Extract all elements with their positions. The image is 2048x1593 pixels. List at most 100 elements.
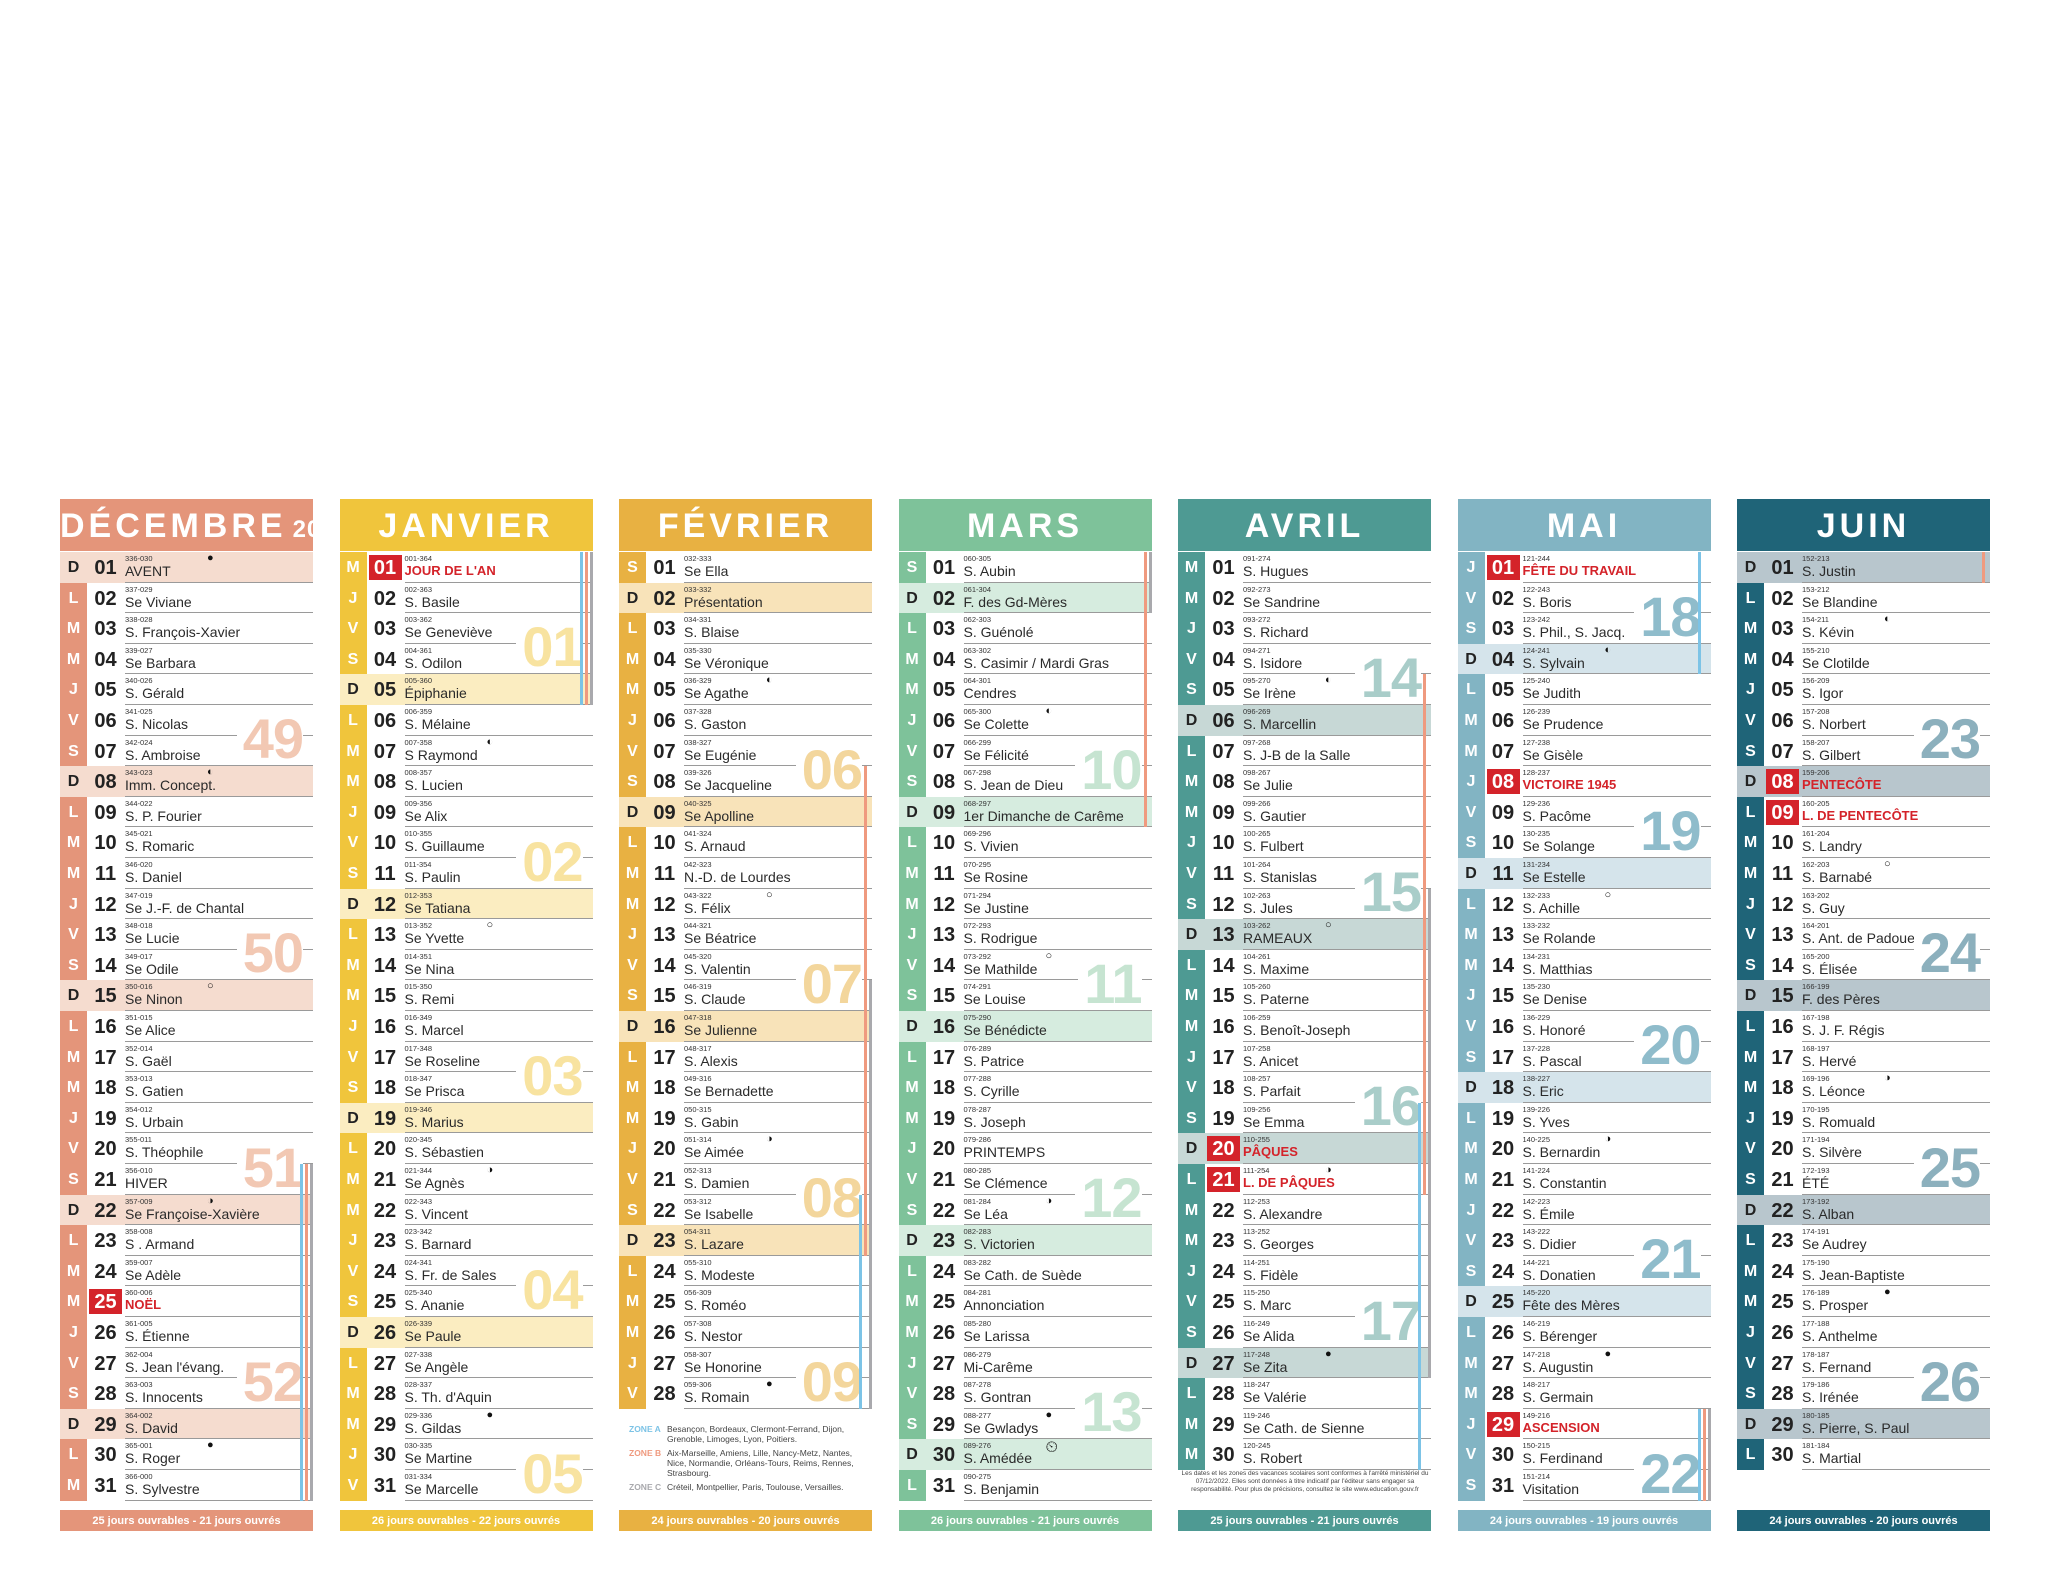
school-holiday-stripe-zone-b xyxy=(1982,552,1985,583)
day-of-year-code: 342-024 xyxy=(125,737,153,747)
day-text: 136-229 S. Honoré xyxy=(1522,1011,1711,1042)
day-of-year-code: 358-008 xyxy=(125,1227,153,1237)
day-text: 169-196 S. Léonce ◑ xyxy=(1802,1072,1990,1103)
day-number: 08 xyxy=(932,771,956,794)
day-row: M 23 113-252 S. Georges xyxy=(1178,1225,1431,1256)
month-footer: 24 jours ouvrables - 19 jours ouvrés xyxy=(1457,1510,1711,1531)
day-row: L 02 153-212 Se Blandine xyxy=(1737,582,1990,614)
day-letter: J xyxy=(898,1347,926,1379)
day-number: 14 xyxy=(653,954,676,977)
saint-name: S. Lucien xyxy=(404,777,463,794)
day-number: 29 xyxy=(1212,1413,1235,1436)
full-moon-icon: ○ xyxy=(1325,919,1332,932)
day-letter: M xyxy=(1737,1255,1764,1287)
day-number: 31 xyxy=(1491,1475,1515,1497)
day-of-year-code: 083-282 xyxy=(963,1257,992,1267)
saint-name: S. Marc xyxy=(1243,1297,1292,1314)
day-letter: J xyxy=(898,919,926,950)
week-number: 22 xyxy=(1634,1445,1702,1501)
day-number: 06 xyxy=(94,710,117,732)
day-row: V 07 066-299 Se Félicité xyxy=(898,735,1152,767)
saint-name: Se Rosine xyxy=(963,869,1029,885)
day-letter: J xyxy=(339,582,367,614)
week-number: 01 xyxy=(516,619,584,675)
day-number: 11 xyxy=(933,863,955,885)
day-row: M 26 085-280 Se Larissa xyxy=(898,1317,1152,1348)
saint-name: S. Émile xyxy=(1522,1205,1575,1222)
day-letter: S xyxy=(619,980,646,1011)
day-number: 06 xyxy=(932,710,956,732)
day-row: L 31 090-275 S. Benjamin xyxy=(898,1470,1152,1501)
day-row: S 10 130-235 Se Solange xyxy=(1457,827,1711,858)
day-text: 098-267 Se Julie xyxy=(1243,766,1431,797)
day-number: 17 xyxy=(1491,1046,1515,1069)
day-letter: M xyxy=(1178,1011,1205,1042)
day-letter: J xyxy=(1737,888,1764,920)
day-row: S 14 165-200 S. Élisée xyxy=(1737,949,1990,981)
day-of-year-code: 134-231 xyxy=(1522,951,1551,961)
day-letter: V xyxy=(1737,705,1764,736)
day-row: J 03 093-272 S. Richard xyxy=(1178,613,1431,644)
day-number: 04 xyxy=(932,648,956,671)
day-row: S 21 172-193 ÉTÉ xyxy=(1737,1164,1990,1195)
day-of-year-code: 065-300 xyxy=(963,707,992,716)
day-letter: V xyxy=(619,949,646,981)
saint-name: S. J-B de la Salle xyxy=(1243,746,1351,763)
day-text: 047-318 Se Julienne xyxy=(684,1011,872,1042)
day-text: 020-345 S. Sébastien xyxy=(404,1133,593,1164)
saint-name: S. Phil., S. Jacq. xyxy=(1522,624,1626,641)
day-text: 179-186 S. Irénée xyxy=(1802,1378,1990,1409)
saint-name: S. David xyxy=(125,1419,178,1436)
day-number: 07 xyxy=(373,740,397,763)
day-number: 17 xyxy=(932,1046,956,1069)
saint-name: S. Ananie xyxy=(404,1297,465,1314)
day-of-year-code: 349-017 xyxy=(125,951,153,961)
day-row: L 07 097-268 S. J-B de la Salle xyxy=(1178,735,1431,767)
day-number: 13 xyxy=(1212,924,1235,947)
day-row: S 21 356-010 HIVER xyxy=(60,1164,313,1195)
day-number: 19 xyxy=(94,1107,117,1130)
day-letter: M xyxy=(60,643,87,675)
day-of-year-code: 085-280 xyxy=(963,1319,992,1328)
day-number: 24 xyxy=(94,1260,117,1283)
day-number: 25 xyxy=(932,1291,956,1314)
saint-name: S. Marius xyxy=(404,1113,464,1130)
saint-name: S. Amédée xyxy=(963,1450,1033,1467)
day-letter: S xyxy=(60,949,87,981)
day-number: 14 xyxy=(1212,954,1235,977)
day-letter: S xyxy=(1457,613,1485,644)
day-row: J 20 051-314 Se Aimée ◑ xyxy=(619,1133,872,1164)
saint-name: S. Guillaume xyxy=(404,838,485,855)
day-letter: S xyxy=(1737,735,1764,767)
day-of-year-code: 346-020 xyxy=(125,860,153,869)
day-text: 145-220 Fête des Mères xyxy=(1522,1286,1711,1317)
day-of-year-code: 151-214 xyxy=(1522,1472,1551,1481)
day-letter: D xyxy=(1744,987,1757,1005)
saint-name: S. Georges xyxy=(1243,1236,1314,1253)
day-number: 22 xyxy=(373,1199,397,1222)
day-letter: M xyxy=(60,1470,87,1501)
day-letter: S xyxy=(619,552,646,583)
new-moon-icon: ● xyxy=(486,1408,494,1421)
day-text: 010-355 S. Guillaume xyxy=(404,827,593,858)
saint-name: Se J.-F. de Chantal xyxy=(125,899,245,916)
day-row: M 22 112-253 S. Alexandre xyxy=(1178,1194,1431,1226)
day-text: 176-189 S. Prosper ● xyxy=(1802,1286,1990,1317)
day-letter: M xyxy=(1457,1164,1485,1195)
saint-name: S. Guy xyxy=(1802,899,1845,916)
saint-name: Se Paule xyxy=(404,1328,462,1344)
day-number: 16 xyxy=(932,1016,956,1038)
day-row: D 29 364-002 S. David xyxy=(60,1408,313,1440)
month-title: JUIN xyxy=(1816,507,1911,545)
saint-name: Se Prudence xyxy=(1522,716,1604,732)
saint-name: Se Gwladys xyxy=(963,1419,1039,1436)
saint-name: S. Étienne xyxy=(125,1328,190,1344)
saint-name: S. Constantin xyxy=(1522,1175,1607,1191)
day-letter: L xyxy=(1737,796,1764,828)
saint-name: Se Jacqueline xyxy=(684,777,772,794)
day-number: 19 xyxy=(1491,1107,1515,1130)
day-of-year-code: 138-227 xyxy=(1522,1074,1551,1084)
saint-name: S. Gautier xyxy=(1243,807,1307,824)
day-text: 338-028 S. François-Xavier xyxy=(125,613,313,644)
day-of-year-code: 084-281 xyxy=(963,1288,992,1298)
